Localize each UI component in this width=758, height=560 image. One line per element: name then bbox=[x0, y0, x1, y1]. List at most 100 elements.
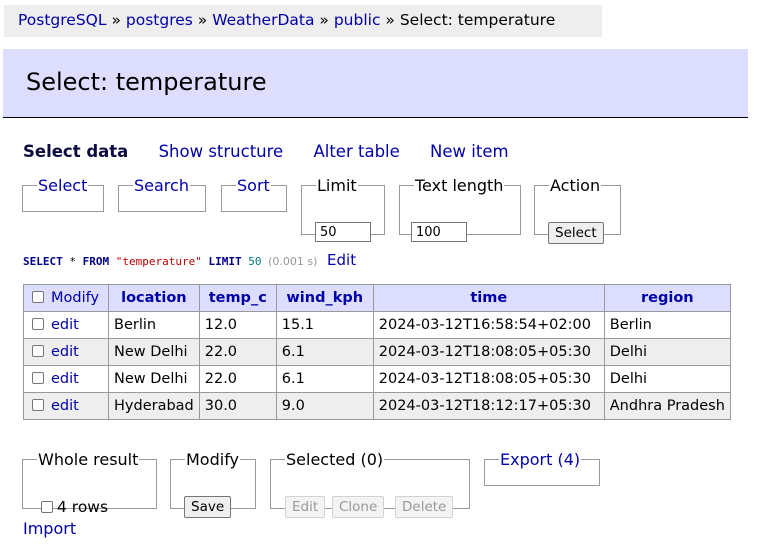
column-header-region[interactable]: region bbox=[603, 284, 731, 312]
breadcrumb-separator: » bbox=[197, 11, 208, 29]
breadcrumb-link-weatherdata[interactable]: WeatherData bbox=[212, 11, 315, 29]
table-row: edit New Delhi 22.0 6.1 2024-03-12T18:08… bbox=[23, 338, 731, 366]
column-sort-link[interactable]: wind_kph bbox=[286, 290, 364, 306]
sql-star: * bbox=[69, 255, 76, 268]
table-row: edit New Delhi 22.0 6.1 2024-03-12T18:08… bbox=[23, 365, 731, 393]
breadcrumb-link-postgres[interactable]: postgres bbox=[125, 11, 193, 29]
modify-header: Modify bbox=[23, 284, 109, 312]
export-link[interactable]: Export (4) bbox=[500, 450, 581, 469]
sql-edit-link[interactable]: Edit bbox=[327, 251, 357, 269]
page-title: Select: temperature bbox=[26, 68, 267, 96]
sort-toggle-link[interactable]: Sort bbox=[237, 176, 270, 195]
row-select-cell: edit bbox=[23, 338, 109, 366]
page-header: Select: temperature bbox=[3, 49, 748, 118]
cell-location: Hyderabad bbox=[108, 392, 200, 420]
text-length-fieldset: Text length bbox=[399, 176, 521, 242]
sql-query: SELECT * FROM "temperature" LIMIT 50 (0.… bbox=[23, 251, 356, 269]
cell-time: 2024-03-12T16:58:54+02:00 bbox=[372, 311, 605, 339]
cell-temp-c: 22.0 bbox=[198, 338, 277, 366]
whole-result-option[interactable]: 4 rows bbox=[41, 498, 108, 516]
cell-time: 2024-03-12T18:08:05+05:30 bbox=[372, 338, 605, 366]
column-header-location[interactable]: location bbox=[108, 284, 200, 312]
cell-time: 2024-03-12T18:12:17+05:30 bbox=[372, 392, 605, 420]
whole-result-legend: Whole result bbox=[38, 450, 139, 469]
modify-header-link[interactable]: Modify bbox=[51, 290, 100, 306]
limit-fieldset: Limit bbox=[301, 176, 385, 242]
sql-execution-time: (0.001 s) bbox=[268, 255, 318, 268]
row-select-cell: edit bbox=[23, 365, 109, 393]
select-fieldset: Select bbox=[22, 176, 104, 212]
row-checkbox[interactable] bbox=[32, 399, 44, 411]
sql-limit-keyword: LIMIT bbox=[208, 255, 242, 268]
column-header-time[interactable]: time bbox=[372, 284, 605, 312]
cell-wind-kph: 6.1 bbox=[275, 365, 374, 393]
search-toggle[interactable]: Search bbox=[133, 176, 190, 195]
whole-result-checkbox[interactable] bbox=[41, 501, 53, 513]
breadcrumb-link-public[interactable]: public bbox=[333, 11, 381, 29]
nav-show-structure[interactable]: Show structure bbox=[158, 142, 284, 161]
export-fieldset: Export (4) bbox=[484, 450, 600, 486]
export-toggle[interactable]: Export (4) bbox=[499, 450, 581, 469]
sql-from-keyword: FROM bbox=[82, 255, 110, 268]
limit-input[interactable] bbox=[315, 222, 371, 242]
cell-time: 2024-03-12T18:08:05+05:30 bbox=[372, 365, 605, 393]
delete-selected-button[interactable]: Delete bbox=[395, 496, 454, 518]
column-sort-link[interactable]: location bbox=[121, 290, 187, 306]
breadcrumb-separator: » bbox=[319, 11, 329, 29]
row-edit-link[interactable]: edit bbox=[51, 317, 79, 333]
column-sort-link[interactable]: time bbox=[470, 290, 508, 306]
cell-temp-c: 22.0 bbox=[198, 365, 277, 393]
column-sort-link[interactable]: temp_c bbox=[208, 290, 267, 306]
search-fieldset: Search bbox=[118, 176, 206, 212]
sql-limit-number: 50 bbox=[248, 255, 262, 268]
select-toggle[interactable]: Select bbox=[37, 176, 88, 195]
row-checkbox[interactable] bbox=[32, 372, 44, 384]
selected-legend: Selected (0) bbox=[286, 450, 384, 469]
cell-region: Berlin bbox=[603, 311, 731, 339]
table-header-row: Modify location temp_c wind_kph time reg… bbox=[23, 284, 731, 312]
whole-result-fieldset: Whole result 4 rows bbox=[22, 450, 157, 516]
sql-table-name: "temperature" bbox=[115, 255, 202, 268]
row-edit-link[interactable]: edit bbox=[51, 371, 79, 387]
row-edit-link[interactable]: edit bbox=[51, 344, 79, 360]
cell-location: New Delhi bbox=[108, 338, 200, 366]
breadcrumb-link-postgresql[interactable]: PostgreSQL bbox=[18, 11, 107, 29]
sort-toggle[interactable]: Sort bbox=[236, 176, 271, 195]
cell-region: Delhi bbox=[603, 365, 731, 393]
import-link[interactable]: Import bbox=[23, 519, 77, 538]
breadcrumb-separator: » bbox=[111, 11, 121, 29]
limit-legend: Limit bbox=[317, 176, 357, 195]
sql-select-keyword: SELECT bbox=[23, 255, 63, 268]
nav-new-item[interactable]: New item bbox=[430, 142, 509, 161]
column-header-wind-kph[interactable]: wind_kph bbox=[275, 284, 374, 312]
column-sort-link[interactable]: region bbox=[641, 290, 694, 306]
search-toggle-link[interactable]: Search bbox=[134, 176, 189, 195]
table-row: edit Hyderabad 30.0 9.0 2024-03-12T18:12… bbox=[23, 392, 731, 420]
row-checkbox[interactable] bbox=[32, 318, 44, 330]
select-toggle-link[interactable]: Select bbox=[38, 176, 88, 195]
results-table: Modify location temp_c wind_kph time reg… bbox=[23, 284, 731, 420]
edit-selected-button[interactable]: Edit bbox=[285, 496, 326, 518]
breadcrumb-current: Select: temperature bbox=[399, 11, 556, 29]
row-checkbox[interactable] bbox=[32, 345, 44, 357]
clone-selected-button[interactable]: Clone bbox=[332, 496, 385, 518]
action-legend: Action bbox=[550, 176, 601, 195]
text-length-legend: Text length bbox=[415, 176, 504, 195]
text-length-input[interactable] bbox=[411, 222, 467, 242]
selected-fieldset: Selected (0) Edit Clone Delete bbox=[270, 450, 470, 518]
breadcrumb: PostgreSQL » postgres » WeatherData » pu… bbox=[4, 5, 602, 37]
breadcrumb-separator: » bbox=[385, 11, 395, 29]
cell-wind-kph: 6.1 bbox=[275, 338, 374, 366]
column-header-temp-c[interactable]: temp_c bbox=[198, 284, 277, 312]
select-button[interactable]: Select bbox=[548, 222, 604, 244]
sort-fieldset: Sort bbox=[221, 176, 287, 212]
modify-legend: Modify bbox=[186, 450, 240, 469]
cell-temp-c: 30.0 bbox=[198, 392, 277, 420]
row-select-cell: edit bbox=[23, 392, 109, 420]
cell-region: Delhi bbox=[603, 338, 731, 366]
row-edit-link[interactable]: edit bbox=[51, 398, 79, 414]
cell-location: New Delhi bbox=[108, 365, 200, 393]
select-all-checkbox[interactable] bbox=[32, 291, 44, 303]
save-button[interactable]: Save bbox=[184, 496, 232, 518]
nav-alter-table[interactable]: Alter table bbox=[313, 142, 400, 161]
